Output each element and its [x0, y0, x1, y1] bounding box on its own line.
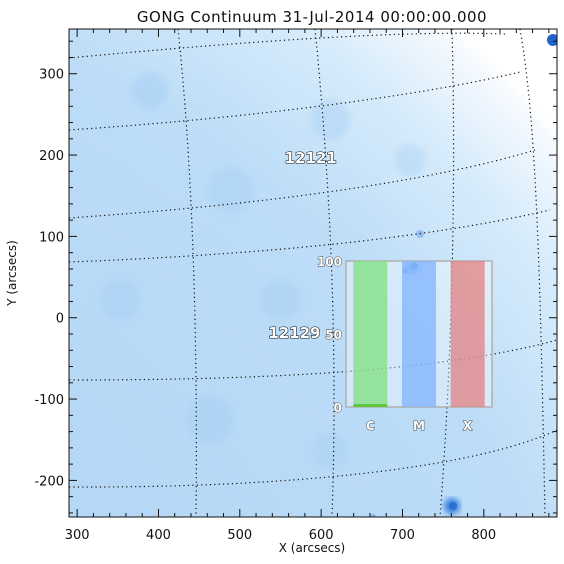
- y-tick-label: 100: [39, 230, 64, 245]
- inset-y-tick-label: 100: [317, 255, 342, 269]
- plot-frame: [68, 28, 558, 518]
- x-tick-label: 800: [471, 528, 496, 543]
- y-tick-label: -200: [34, 474, 64, 489]
- x-tick-label: 300: [65, 528, 90, 543]
- x-tick-label: 500: [227, 528, 252, 543]
- y-tick-label: 200: [39, 149, 64, 164]
- inset-y-tick-label: 0: [334, 401, 342, 415]
- y-axis-label: Y (arcsecs): [5, 240, 19, 307]
- inset-category-label: C: [366, 419, 375, 433]
- inset-value-c: [353, 404, 388, 407]
- y-tick-label: 300: [39, 68, 64, 83]
- flare-probability-inset: 0 50 100 C M X: [316, 255, 493, 434]
- y-tick-label: 0: [56, 312, 64, 327]
- active-region-label: 12121: [285, 149, 337, 167]
- x-axis-tick-labels: 300 400 500 600 700 800: [65, 528, 496, 543]
- active-region-label: 12129: [268, 324, 320, 342]
- y-axis-ticks: [69, 40, 557, 514]
- inset-category-label: M: [413, 419, 425, 433]
- granulation-texture: [100, 72, 426, 468]
- inset-bar-c: [353, 261, 388, 407]
- x-axis-ticks: [76, 29, 550, 517]
- y-tick-label: -100: [34, 393, 64, 408]
- x-tick-label: 400: [146, 528, 171, 543]
- inset-bar-m: [401, 261, 437, 407]
- y-axis-tick-labels: -200 -100 0 100 200 300: [34, 68, 64, 490]
- x-axis-label: X (arcsecs): [279, 541, 346, 555]
- inset-value-bars: [353, 404, 388, 407]
- inset-bar-x: [450, 261, 485, 407]
- x-tick-label: 600: [309, 528, 334, 543]
- chart-title: GONG Continuum 31-Jul-2014 00:00:00.000: [137, 8, 487, 26]
- inset-bars: [353, 261, 485, 407]
- inset-y-tick-labels: 0 50 100: [316, 255, 342, 416]
- x-tick-label: 700: [390, 528, 415, 543]
- inset-y-tick-label: 50: [325, 328, 342, 342]
- active-region-labels: 12121 12129: [268, 149, 338, 343]
- inset-category-label: X: [463, 419, 473, 433]
- heliographic-grid: [69, 29, 557, 517]
